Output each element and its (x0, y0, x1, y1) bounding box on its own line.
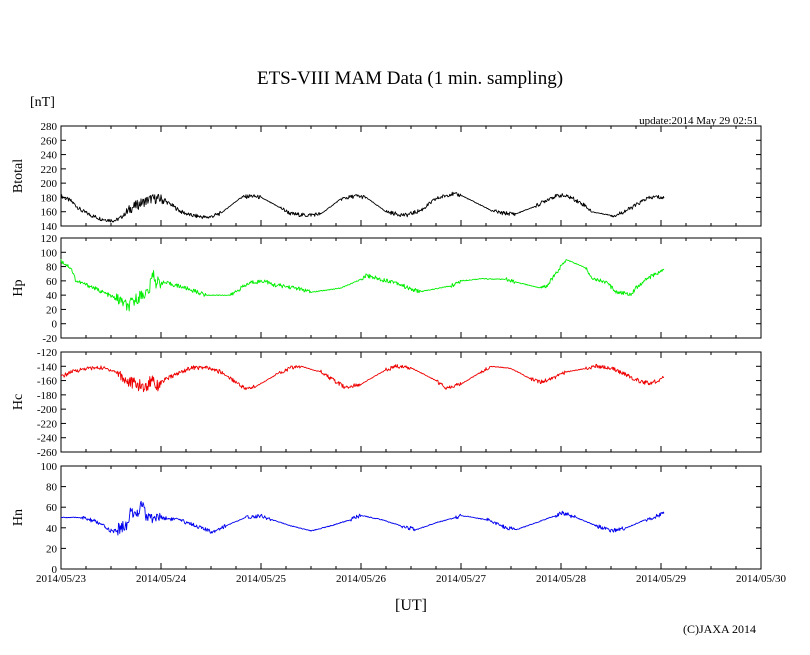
y-tick-label-btotal: 260 (41, 135, 58, 147)
panel-label-hc: Hc (11, 394, 26, 410)
y-tick-label-hn: 40 (46, 523, 58, 535)
series-line-hp (60, 258, 665, 312)
y-tick-label-hp: 0 (52, 319, 58, 331)
y-tick-label-hp: 60 (46, 276, 58, 288)
y-tick-label-hp: 20 (46, 304, 58, 316)
y-tick-label-btotal: 280 (41, 121, 58, 133)
chart-panels: 140160180200220240260280Btotal-200204060… (11, 121, 787, 585)
x-tick-label: 2014/05/30 (736, 573, 787, 585)
y-tick-label-btotal: 160 (41, 207, 58, 219)
y-tick-label-btotal: 240 (41, 150, 58, 162)
chart-title: ETS-VIII MAM Data (1 min. sampling) (257, 68, 563, 89)
y-tick-label-hn: 0 (52, 564, 58, 576)
panel-label-btotal: Btotal (11, 159, 26, 193)
y-tick-label-hc: -120 (37, 347, 58, 359)
y-tick-label-hc: -260 (37, 447, 58, 459)
y-tick-label-hn: 60 (46, 502, 58, 514)
y-tick-label-hp: 120 (41, 233, 58, 245)
y-tick-label-hn: 20 (46, 543, 58, 555)
y-tick-label-hp: -20 (42, 333, 57, 345)
y-tick-label-hc: -240 (37, 433, 58, 445)
copyright-label: (C)JAXA 2014 (683, 622, 756, 636)
y-tick-label-hp: 100 (41, 247, 58, 259)
series-line-hn (60, 500, 665, 536)
x-tick-label: 2014/05/24 (136, 573, 187, 585)
y-tick-label-hc: -180 (37, 390, 58, 402)
y-tick-label-hc: -220 (37, 418, 58, 430)
y-tick-label-hn: 80 (46, 482, 58, 494)
x-tick-label: 2014/05/25 (236, 573, 287, 585)
unit-label: [nT] (30, 95, 55, 110)
y-tick-label-btotal: 180 (41, 192, 58, 204)
series-line-hc (60, 363, 665, 393)
y-tick-label-btotal: 200 (41, 178, 58, 190)
y-tick-label-btotal: 140 (41, 221, 58, 233)
y-tick-label-hc: -200 (37, 404, 58, 416)
x-tick-label: 2014/05/28 (536, 573, 587, 585)
x-tick-label: 2014/05/29 (636, 573, 687, 585)
x-tick-label: 2014/05/23 (36, 573, 87, 585)
y-tick-label-hp: 40 (46, 290, 58, 302)
panel-frame-btotal (60, 125, 762, 227)
series-line-btotal (60, 191, 665, 223)
panel-label-hn: Hn (11, 509, 26, 526)
y-tick-label-hc: -160 (37, 376, 58, 388)
panel-label-hp: Hp (11, 279, 26, 296)
panel-frame-hc (60, 351, 762, 453)
x-tick-label: 2014/05/26 (336, 573, 387, 585)
y-tick-label-btotal: 220 (41, 164, 58, 176)
x-axis-label: [UT] (395, 597, 427, 614)
y-tick-label-hp: 80 (46, 262, 58, 274)
y-tick-label-hn: 100 (41, 461, 58, 473)
x-tick-label: 2014/05/27 (436, 573, 487, 585)
y-tick-label-hc: -140 (37, 361, 58, 373)
update-label: update:2014 May 29 02:51 (639, 115, 758, 127)
